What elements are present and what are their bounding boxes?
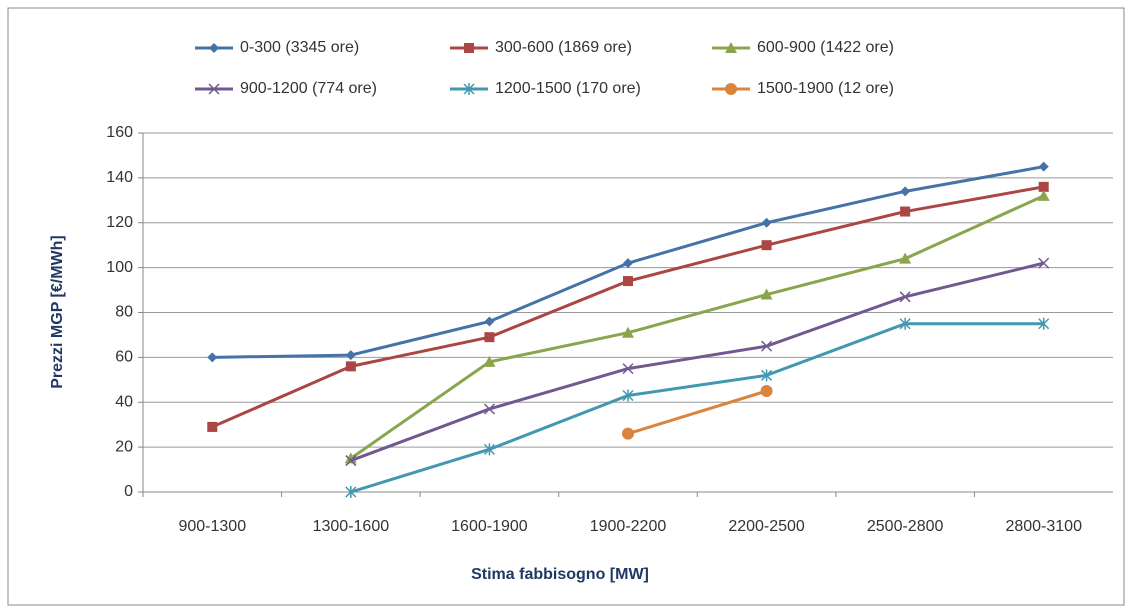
y-tick-label: 100 <box>106 259 133 276</box>
y-tick-label: 20 <box>115 438 133 455</box>
marker <box>725 42 737 53</box>
y-tick-label: 160 <box>106 124 133 141</box>
marker <box>623 276 633 287</box>
chart-frame <box>7 7 1125 606</box>
legend-label: 0-300 (3345 ore) <box>240 39 359 56</box>
series-line <box>350 322 1044 494</box>
marker <box>622 427 634 440</box>
marker <box>1038 161 1049 172</box>
marker <box>345 455 357 467</box>
x-tick-label: 1300-1600 <box>313 518 390 535</box>
x-tick-label: 2200-2500 <box>728 518 805 535</box>
y-tick-label: 60 <box>115 349 133 366</box>
marker <box>464 43 474 53</box>
legend-label: 600-900 (1422 ore) <box>757 39 894 56</box>
marker <box>1038 257 1050 269</box>
series-line <box>350 261 1045 462</box>
marker <box>1037 189 1050 201</box>
marker <box>761 217 772 228</box>
series-line <box>627 389 768 436</box>
marker <box>345 350 356 361</box>
y-tick-label: 80 <box>115 304 133 321</box>
marker <box>1038 181 1049 192</box>
x-tick-label: 1600-1900 <box>451 518 528 535</box>
x-tick-label: 900-1300 <box>178 518 246 535</box>
marker <box>760 288 773 300</box>
marker <box>483 443 495 456</box>
marker <box>207 421 218 432</box>
marker <box>760 385 773 398</box>
y-tick-label: 120 <box>106 214 133 231</box>
marker <box>483 355 496 367</box>
y-axis-title: Prezzi MGP [€/MWh] <box>49 235 66 389</box>
marker <box>900 206 911 217</box>
x-tick-label: 1900-2200 <box>590 518 667 535</box>
series-line <box>349 194 1045 460</box>
marker <box>725 83 737 95</box>
legend-label: 900-1200 (774 ore) <box>240 80 377 97</box>
marker <box>622 326 634 338</box>
marker <box>209 43 219 53</box>
marker <box>900 186 911 197</box>
legend-label: 300-600 (1869 ore) <box>495 39 632 56</box>
x-tick-label: 2800-3100 <box>1005 518 1082 535</box>
marker <box>623 258 633 269</box>
marker <box>484 316 495 327</box>
y-tick-label: 40 <box>115 393 133 410</box>
marker <box>345 361 356 372</box>
marker <box>345 486 357 498</box>
marker <box>463 83 475 95</box>
x-tick-label: 2500-2800 <box>867 518 944 535</box>
marker <box>761 340 773 352</box>
marker <box>899 252 912 264</box>
marker <box>899 291 911 303</box>
marker <box>483 403 495 415</box>
marker <box>207 352 218 363</box>
y-tick-label: 140 <box>106 169 133 186</box>
marker <box>899 317 911 330</box>
marker <box>761 240 772 251</box>
marker <box>622 363 634 375</box>
marker <box>622 389 634 402</box>
marker <box>208 83 220 95</box>
y-tick-label: 0 <box>124 483 133 500</box>
marker <box>1038 317 1050 330</box>
marker <box>761 369 773 382</box>
marker <box>484 332 495 343</box>
x-axis-title: Stima fabbisogno [MW] <box>471 566 649 583</box>
legend-label: 1200-1500 (170 ore) <box>495 80 641 97</box>
legend-label: 1500-1900 (12 ore) <box>757 80 894 97</box>
